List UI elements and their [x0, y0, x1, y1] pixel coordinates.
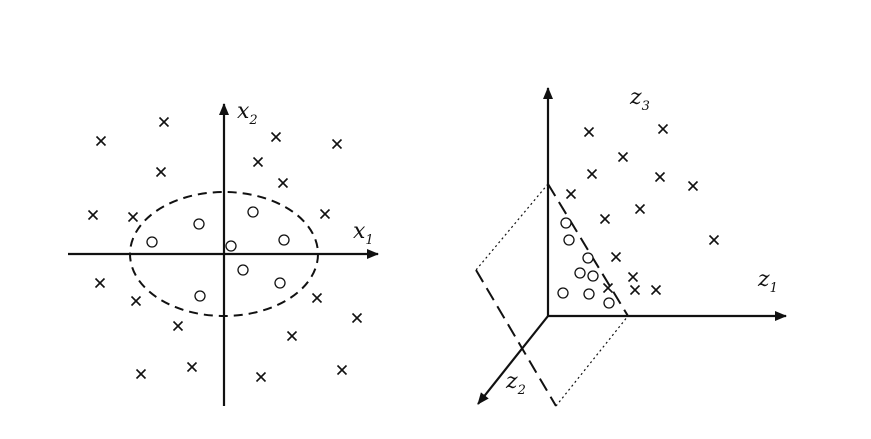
cross-point: [586, 168, 598, 180]
x2-axis-label: x2: [237, 99, 258, 128]
cross-point: [87, 209, 99, 221]
cross-point: [95, 135, 107, 147]
x1-axis-label: x1: [353, 219, 374, 248]
circle-point: [557, 287, 569, 299]
cross-point: [127, 211, 139, 223]
circle-point: [237, 264, 249, 276]
cross-point: [565, 188, 577, 200]
circle-point: [278, 234, 290, 246]
cross-point: [583, 126, 595, 138]
right-panel: z1 z2 z3: [475, 85, 787, 407]
cross-point: [135, 368, 147, 380]
cross-point: [687, 180, 699, 192]
cross-point: [186, 361, 198, 373]
plane-edge-bottom: [555, 315, 629, 407]
cross-point: [286, 330, 298, 342]
plane-edge-top-left: [475, 183, 549, 271]
cross-point: [277, 177, 289, 189]
cross-point: [155, 166, 167, 178]
cross-point: [252, 156, 264, 168]
cross-point: [172, 320, 184, 332]
cross-point: [351, 312, 363, 324]
circle-point: [563, 234, 575, 246]
circle-point: [146, 236, 158, 248]
right-circle-points: [557, 217, 615, 309]
cross-point: [657, 123, 669, 135]
circle-point: [193, 218, 205, 230]
cross-point: [270, 131, 282, 143]
cross-point: [94, 277, 106, 289]
z1-axis-label: z1: [757, 267, 778, 296]
z3-axis-label: z3: [629, 85, 650, 114]
z2-axis-label: z2: [505, 369, 526, 398]
cross-point: [629, 284, 641, 296]
circle-point: [560, 217, 572, 229]
circle-point: [603, 297, 615, 309]
plane-edge-diagonal: [547, 183, 629, 317]
circle-point: [274, 277, 286, 289]
cross-point: [602, 282, 614, 294]
z2-axis: [477, 315, 549, 405]
cross-point: [610, 251, 622, 263]
cross-point: [311, 292, 323, 304]
circle-point: [225, 240, 237, 252]
cross-point: [654, 171, 666, 183]
decision-boundary-ellipse: [129, 191, 319, 317]
circle-point: [194, 290, 206, 302]
left-cross-points: [87, 116, 363, 383]
cross-point: [331, 138, 343, 150]
cross-point: [708, 234, 720, 246]
circle-point: [587, 270, 599, 282]
cross-point: [627, 271, 639, 283]
cross-point: [617, 151, 629, 163]
cross-point: [255, 371, 267, 383]
cross-point: [158, 116, 170, 128]
circle-point: [247, 206, 259, 218]
circle-point: [574, 267, 586, 279]
cross-point: [634, 203, 646, 215]
left-circle-points: [146, 206, 290, 302]
circle-point: [583, 288, 595, 300]
circle-point: [582, 252, 594, 264]
cross-point: [650, 284, 662, 296]
cross-point: [319, 208, 331, 220]
cross-point: [130, 295, 142, 307]
left-panel: x1 x2: [68, 99, 379, 406]
cross-point: [599, 213, 611, 225]
right-cross-points: [565, 123, 720, 296]
cross-point: [336, 364, 348, 376]
plane-edge-left: [475, 269, 557, 407]
